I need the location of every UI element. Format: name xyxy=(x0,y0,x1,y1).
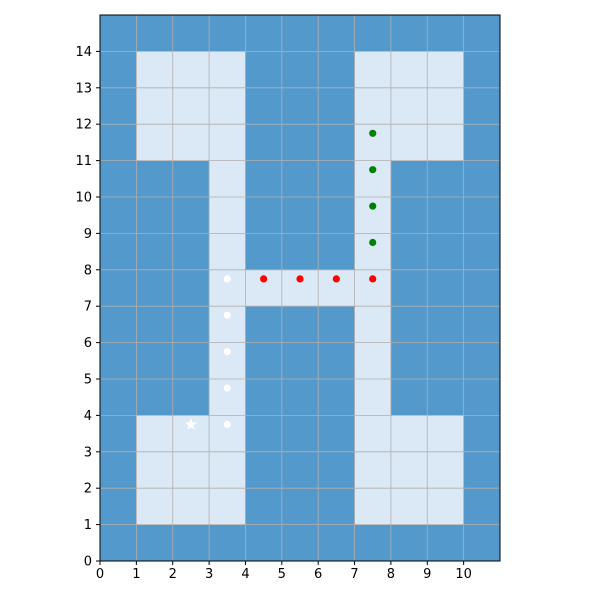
plot-frame xyxy=(99,14,501,562)
red-path-point xyxy=(260,275,268,283)
floor-cell xyxy=(136,87,173,125)
floor-cell xyxy=(390,451,428,489)
floor-cell xyxy=(390,87,428,125)
floor-cell xyxy=(354,233,391,270)
floor-cell xyxy=(172,488,210,525)
white-path-point xyxy=(223,275,231,283)
green-path-point xyxy=(369,238,377,247)
floor-cell xyxy=(427,488,464,525)
y-tick-label: 12 xyxy=(75,118,92,133)
y-tick-label: 3 xyxy=(84,445,92,460)
x-tick-label: 10 xyxy=(455,567,472,582)
path-points xyxy=(184,129,377,430)
white-path-point xyxy=(223,420,231,429)
floor-cell xyxy=(354,124,391,161)
white-path-point xyxy=(223,384,231,392)
floor-cell xyxy=(390,488,428,525)
y-tick-label: 7 xyxy=(84,300,92,315)
x-tick-label: 8 xyxy=(387,567,395,582)
y-tick-label: 5 xyxy=(84,373,92,388)
y-tick-label: 1 xyxy=(84,518,92,533)
floor-cell xyxy=(354,197,391,234)
floor-cell xyxy=(209,451,246,489)
floor-cell xyxy=(209,160,246,197)
floor-cell xyxy=(318,269,355,307)
floor-cell xyxy=(209,488,246,525)
floor-cell xyxy=(172,451,210,489)
floor-cell xyxy=(281,269,319,307)
y-tick-label: 10 xyxy=(75,191,92,206)
floor-cell xyxy=(354,51,391,88)
x-tick-label: 2 xyxy=(169,567,177,582)
floor-cell xyxy=(209,379,246,416)
floor-cell xyxy=(354,306,391,343)
floor-cell xyxy=(172,51,210,88)
floor-cell xyxy=(354,342,391,379)
floor-cell xyxy=(136,124,173,161)
floor-cell xyxy=(354,415,391,452)
floor-cell xyxy=(209,415,246,452)
start-star-icon xyxy=(184,418,198,430)
y-tick-label: 8 xyxy=(84,263,92,278)
floor-cell xyxy=(209,342,246,379)
x-tick-label: 0 xyxy=(96,567,104,582)
y-tick-label: 6 xyxy=(84,336,92,351)
floor-cell xyxy=(427,124,464,161)
floor-cell xyxy=(136,415,173,452)
floor-cell xyxy=(245,269,282,307)
red-path-point xyxy=(296,275,304,283)
green-path-point xyxy=(369,202,377,210)
x-tick-label: 3 xyxy=(205,567,213,582)
floor-cell xyxy=(354,451,391,489)
floor-cell xyxy=(136,451,173,489)
floor-cell xyxy=(209,124,246,161)
y-tick-label: 2 xyxy=(84,482,92,497)
green-path-point xyxy=(369,129,377,137)
floor-cell xyxy=(209,87,246,125)
floor-cell xyxy=(427,451,464,489)
y-tick-label: 9 xyxy=(84,227,92,242)
x-tick-label: 1 xyxy=(132,567,140,582)
floor-cell xyxy=(209,306,246,343)
floor-cell xyxy=(209,233,246,270)
floor-cell xyxy=(209,197,246,234)
y-tick-label: 0 xyxy=(84,555,92,570)
floor-cell xyxy=(209,51,246,88)
green-path-point xyxy=(369,166,377,174)
floor-cell xyxy=(136,488,173,525)
y-tick-label: 4 xyxy=(84,409,92,424)
floor-cell xyxy=(354,87,391,125)
floor-cell xyxy=(172,87,210,125)
y-tick-label: 13 xyxy=(75,81,92,96)
y-tick-label: 14 xyxy=(75,45,92,60)
floor-cell xyxy=(390,124,428,161)
white-path-point xyxy=(223,348,231,356)
floor-cell xyxy=(172,124,210,161)
floor-cell xyxy=(427,51,464,88)
white-path-point xyxy=(223,311,231,319)
floor-cell xyxy=(390,51,428,88)
x-tick-label: 6 xyxy=(314,567,322,582)
floor-cell xyxy=(354,269,391,307)
floor-cell xyxy=(427,415,464,452)
red-path-point xyxy=(369,275,377,283)
floor-cell xyxy=(354,379,391,416)
x-tick-label: 9 xyxy=(423,567,431,582)
floor-cell xyxy=(427,87,464,125)
x-tick-label: 5 xyxy=(278,567,286,582)
floor-cell xyxy=(354,160,391,197)
floor-cell xyxy=(354,488,391,525)
floor-cell xyxy=(390,415,428,452)
red-path-point xyxy=(332,275,340,283)
y-tick-label: 11 xyxy=(75,154,92,169)
floor-cell xyxy=(209,269,246,307)
cells-layer xyxy=(100,15,500,561)
x-tick-label: 7 xyxy=(350,567,358,582)
x-tick-label: 4 xyxy=(241,567,249,582)
floor-cell xyxy=(136,51,173,88)
